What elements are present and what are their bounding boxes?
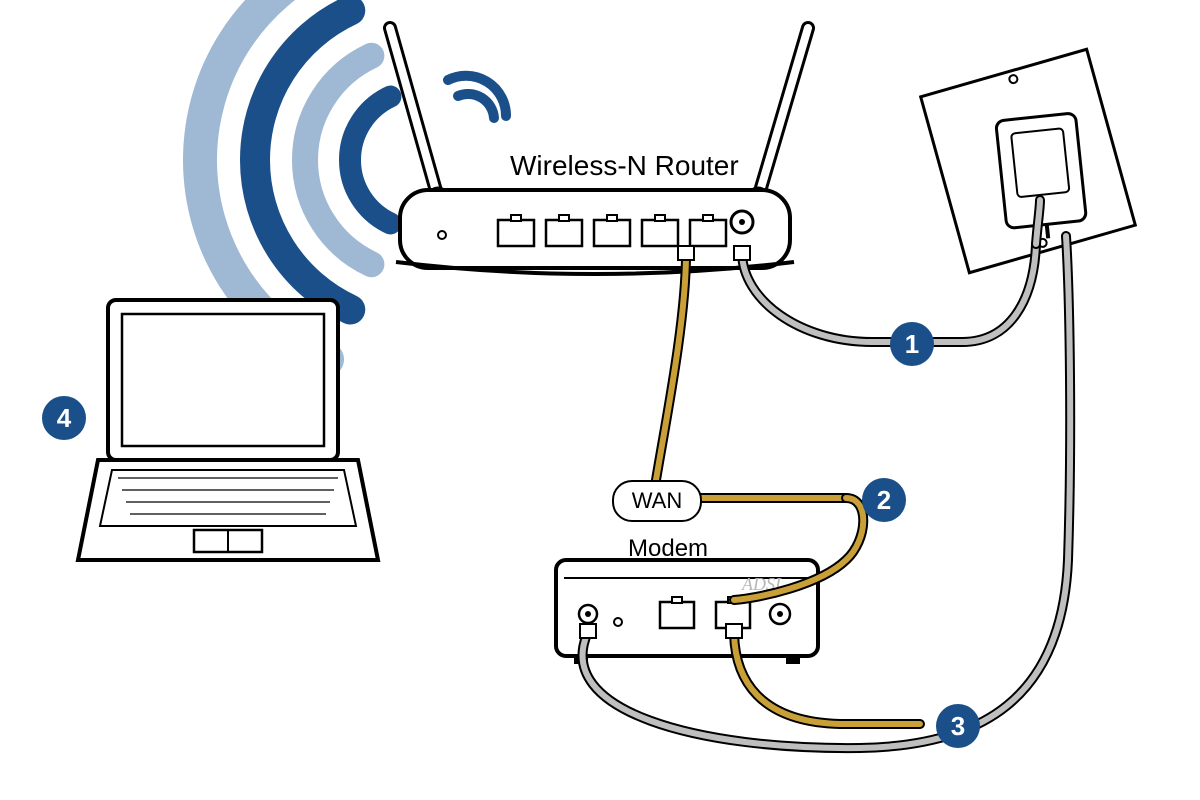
wan-pill: WAN	[612, 480, 702, 522]
step-badge-3: 3	[936, 704, 980, 748]
step-badge-2: 2	[862, 478, 906, 522]
step-badge-4: 4	[42, 396, 86, 440]
wan-pill-text: WAN	[632, 488, 683, 514]
modem-label: Modem	[628, 535, 708, 563]
diagram-canvas: ADSL Wireless-N Router WAN Modem 1 2 3 4	[0, 0, 1200, 800]
router-label: Wireless-N Router	[510, 150, 739, 182]
step-badge-1: 1	[890, 322, 934, 366]
diagram-svg: ADSL	[0, 0, 1200, 800]
